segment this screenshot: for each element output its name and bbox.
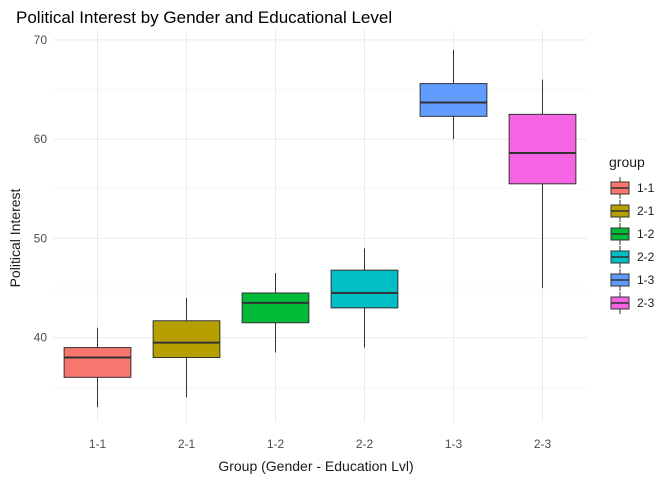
legend-item-2-2: 2-2	[610, 246, 655, 268]
legend-item-1-2: 1-2	[610, 223, 655, 245]
y-axis: 40 50 60 70	[34, 33, 48, 345]
y-tick-label: 60	[34, 132, 48, 146]
box-iqr	[330, 269, 399, 309]
legend-item-1-3: 1-3	[610, 269, 655, 291]
x-tick-label: 1-3	[445, 437, 463, 451]
legend-label: 2-3	[637, 296, 655, 310]
box-iqr	[63, 347, 132, 378]
legend-label: 1-2	[637, 227, 655, 241]
legend-label: 2-1	[637, 204, 655, 218]
box-2-2	[330, 248, 399, 348]
legend-label: 2-2	[637, 250, 655, 264]
box-1-1	[63, 327, 132, 408]
x-tick-label: 1-1	[89, 437, 107, 451]
box-iqr	[152, 320, 221, 358]
box-iqr	[508, 113, 577, 185]
x-tick-label: 2-3	[534, 437, 552, 451]
legend-label: 1-1	[637, 181, 655, 195]
x-tick-label: 2-1	[178, 437, 196, 451]
legend-title: group	[609, 154, 645, 170]
legend-item-1-1: 1-1	[610, 177, 655, 199]
legend: group 1-1 2-1 1-2 2-2 1-3 2-3	[609, 154, 655, 314]
grid	[53, 30, 587, 422]
legend-item-2-1: 2-1	[610, 200, 655, 222]
y-tick-label: 40	[34, 331, 48, 345]
boxes	[63, 49, 577, 408]
box-2-3	[508, 79, 577, 289]
legend-item-2-3: 2-3	[610, 292, 655, 314]
x-tick-label: 1-2	[267, 437, 285, 451]
box-iqr	[419, 83, 488, 117]
legend-label: 1-3	[637, 273, 655, 287]
chart-title: Political Interest by Gender and Educati…	[16, 8, 392, 27]
x-axis-title: Group (Gender - Education Lvl)	[218, 458, 413, 474]
y-axis-title: Political Interest	[7, 188, 23, 287]
box-2-1	[152, 297, 221, 398]
y-tick-label: 70	[34, 33, 48, 47]
x-tick-label: 2-2	[356, 437, 374, 451]
x-axis: 1-1 2-1 1-2 2-2 1-3 2-3	[89, 437, 552, 451]
box-iqr	[241, 292, 310, 324]
box-1-2	[241, 273, 310, 353]
y-tick-label: 50	[34, 231, 48, 245]
box-1-3	[419, 49, 488, 140]
